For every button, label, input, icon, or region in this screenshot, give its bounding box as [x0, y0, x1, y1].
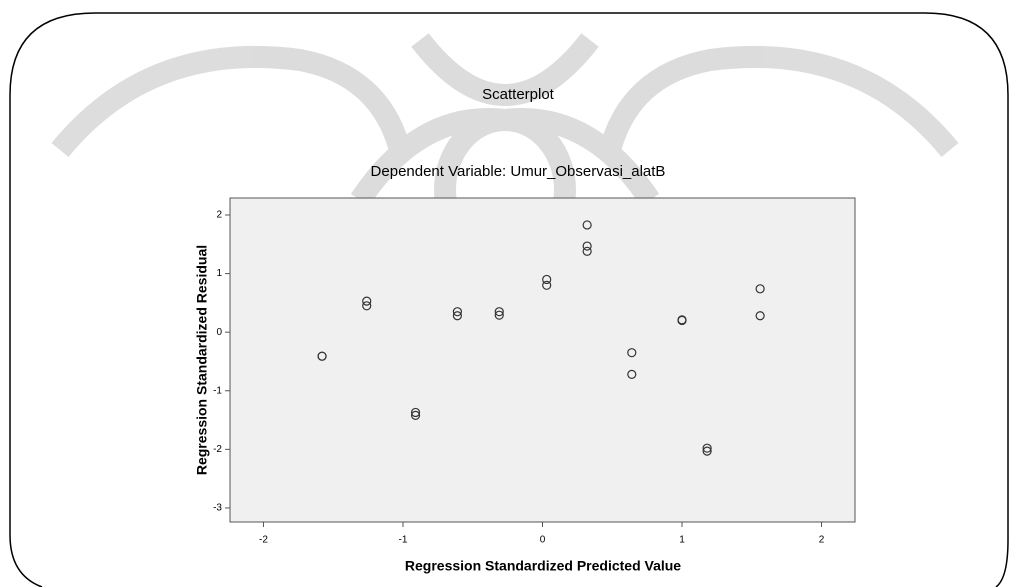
x-tick-label: 1: [679, 535, 685, 546]
y-tick-label: 0: [216, 327, 222, 338]
y-tick-label: 1: [216, 268, 222, 279]
y-axis-label: Regression Standardized Residual: [194, 245, 210, 475]
x-tick-label: 0: [540, 535, 546, 546]
y-tick-label: 2: [216, 210, 222, 221]
chart-subtitle: Dependent Variable: Umur_Observasi_alatB: [371, 163, 666, 180]
chart-title: Scatterplot: [482, 86, 555, 103]
x-tick-label: 2: [819, 535, 825, 546]
x-tick-label: -1: [399, 535, 408, 546]
page: Scatterplot Dependent Variable: Umur_Obs…: [0, 0, 1010, 587]
y-tick-label: -3: [213, 503, 222, 514]
y-tick-label: -1: [213, 385, 222, 396]
x-axis-label: Regression Standardized Predicted Value: [405, 558, 681, 574]
y-tick-label: -2: [213, 444, 222, 455]
x-tick-label: -2: [259, 535, 268, 546]
